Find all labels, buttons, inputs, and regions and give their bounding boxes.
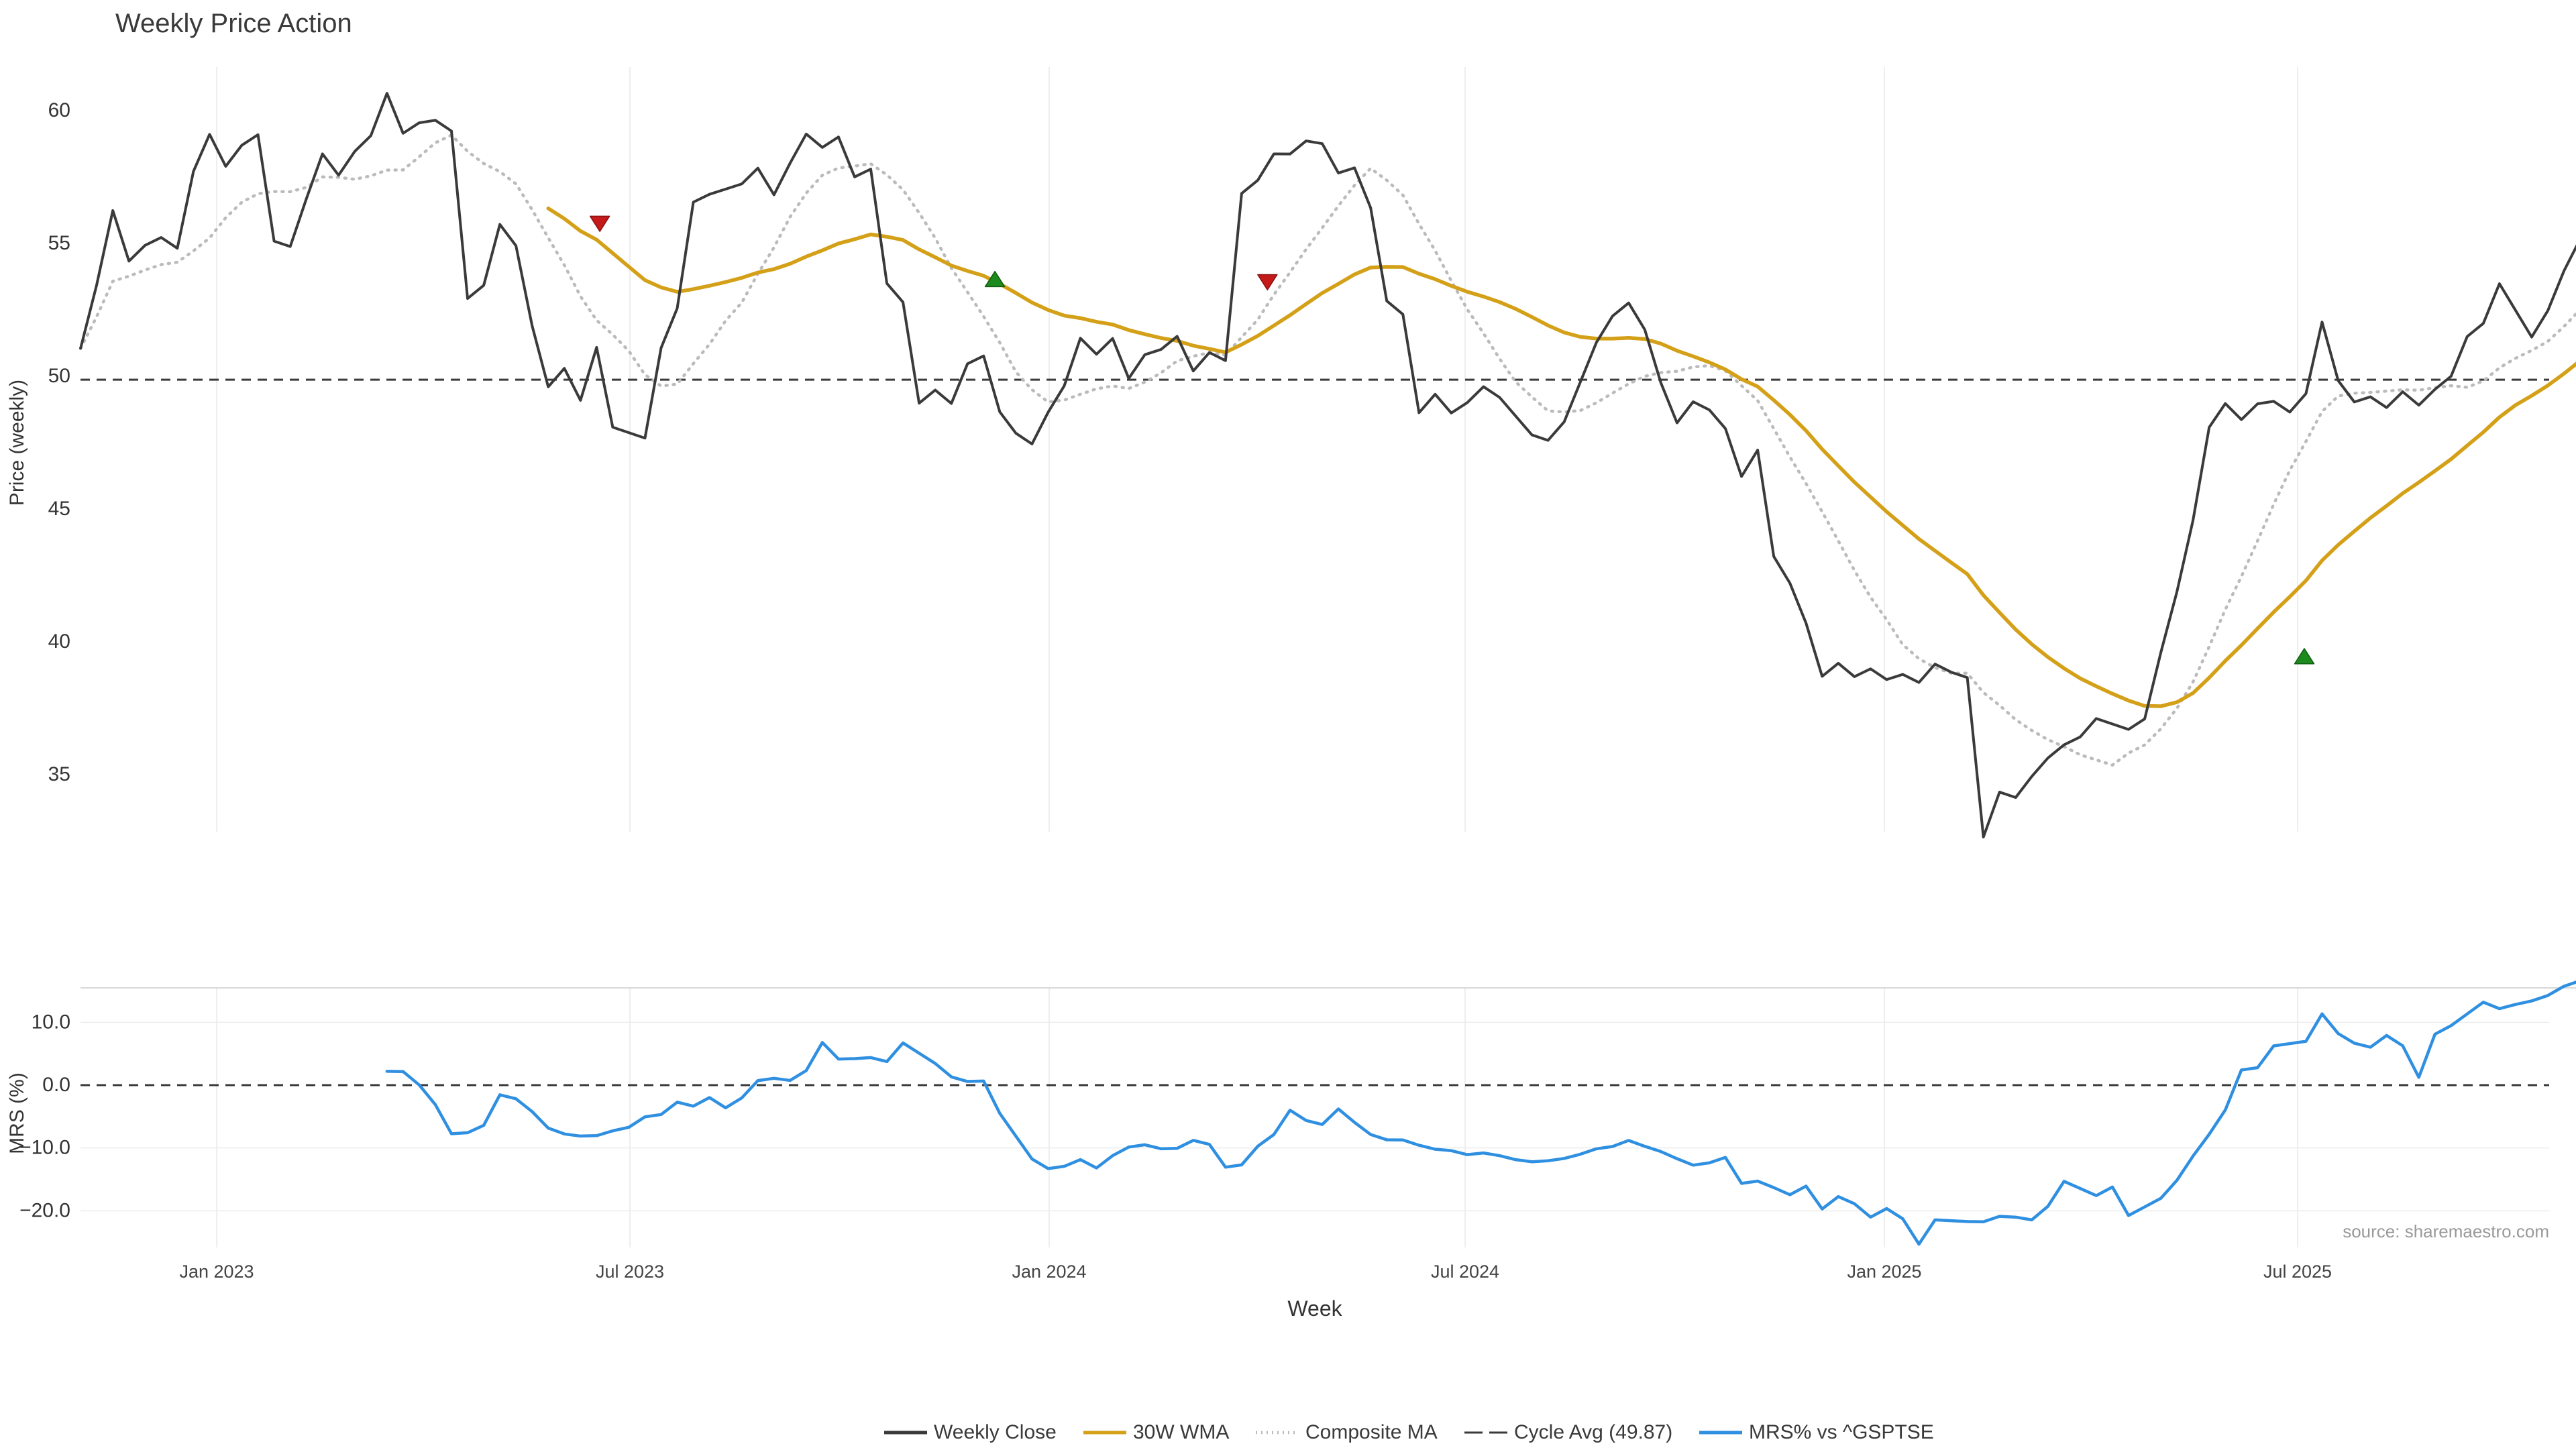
svg-text:MRS% vs ^GSPTSE: MRS% vs ^GSPTSE — [1749, 1421, 1934, 1443]
svg-text:Composite MA: Composite MA — [1305, 1421, 1438, 1443]
svg-text:Jul 2023: Jul 2023 — [596, 1262, 664, 1282]
svg-text:10.0: 10.0 — [32, 1011, 70, 1033]
svg-text:50: 50 — [48, 365, 70, 387]
svg-text:Weekly Price Action: Weekly Price Action — [115, 9, 352, 38]
svg-text:Jan 2025: Jan 2025 — [1847, 1262, 1921, 1282]
svg-text:Cycle Avg (49.87): Cycle Avg (49.87) — [1514, 1421, 1672, 1443]
svg-text:−20.0: −20.0 — [19, 1199, 70, 1221]
svg-text:Jul 2024: Jul 2024 — [1431, 1262, 1499, 1282]
svg-text:source: sharemaestro.com: source: sharemaestro.com — [2343, 1221, 2549, 1241]
svg-text:Week: Week — [1287, 1296, 1342, 1321]
svg-text:Jul 2025: Jul 2025 — [2263, 1262, 2332, 1282]
svg-text:0.0: 0.0 — [42, 1074, 70, 1096]
svg-text:35: 35 — [48, 763, 70, 785]
svg-text:Weekly Close: Weekly Close — [934, 1421, 1057, 1443]
svg-text:Jan 2023: Jan 2023 — [179, 1262, 254, 1282]
svg-text:Price (weekly): Price (weekly) — [6, 380, 28, 506]
svg-text:45: 45 — [48, 498, 70, 520]
svg-text:MRS (%): MRS (%) — [6, 1072, 28, 1154]
svg-text:Jan 2024: Jan 2024 — [1012, 1262, 1086, 1282]
svg-text:30W WMA: 30W WMA — [1133, 1421, 1229, 1443]
svg-text:40: 40 — [48, 630, 70, 653]
svg-text:55: 55 — [48, 232, 70, 254]
svg-text:60: 60 — [48, 99, 70, 121]
